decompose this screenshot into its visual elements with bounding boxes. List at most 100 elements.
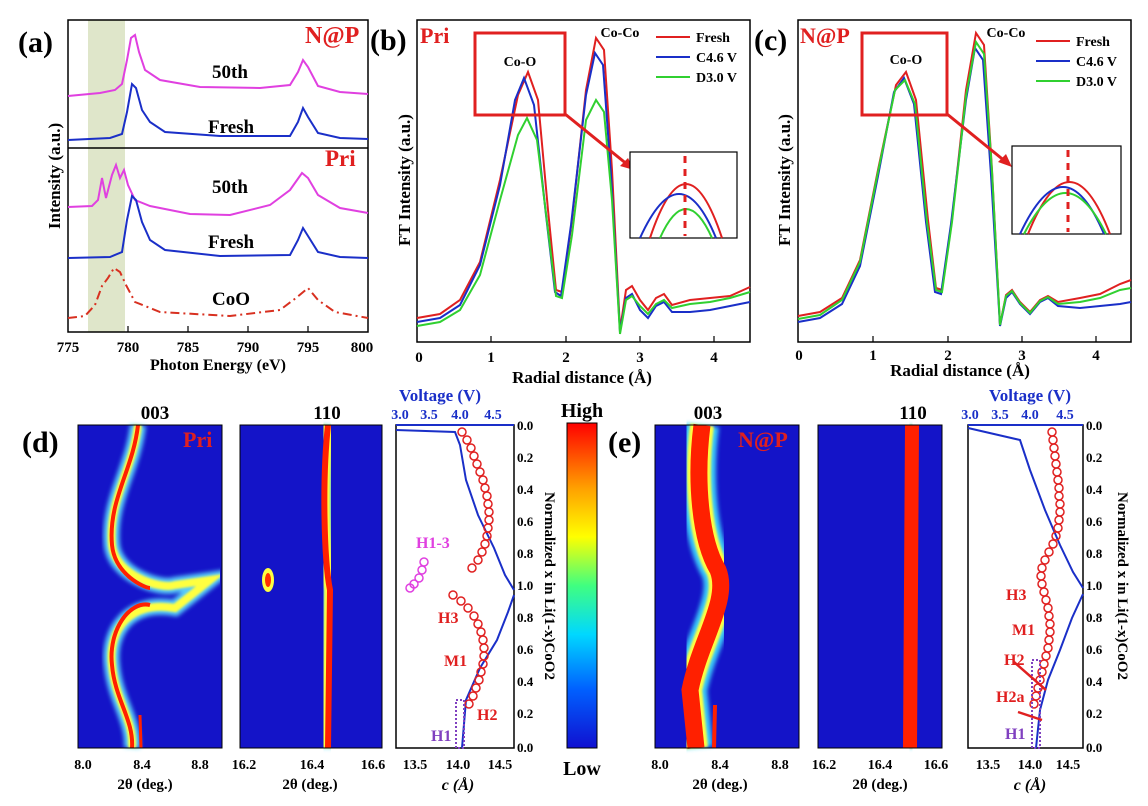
panel-c-tag: N@P bbox=[800, 23, 850, 48]
panel-d-x003-tick: 8.0 bbox=[74, 758, 92, 773]
panel-e-right-axis-label: Normalized x in Li(1-x)CoO2 bbox=[1114, 492, 1130, 680]
panel-a-curve-pri-fresh bbox=[67, 193, 369, 259]
panel-c-coo-label: Co-O bbox=[890, 53, 923, 68]
panel-d-x2theta-003: 2θ (deg.) bbox=[117, 777, 172, 793]
panel-b-x-ticks: 0 1 2 3 4 bbox=[415, 350, 718, 366]
panel-e-x003-tick: 8.4 bbox=[711, 758, 729, 773]
panel-a-xtick: 780 bbox=[117, 340, 140, 356]
panel-a-label-coo: CoO bbox=[212, 289, 250, 310]
panel-e-x003-tick: 8.0 bbox=[651, 758, 669, 773]
panel-d-phase-m1: M1 bbox=[444, 653, 467, 670]
panel-e-header-003: 003 bbox=[694, 403, 723, 424]
panel-e-phase-h1: H1 bbox=[1005, 726, 1025, 743]
panel-a-label-np: N@P bbox=[305, 23, 359, 49]
panel-c-frame bbox=[797, 19, 1132, 343]
panel-e-x2theta-003: 2θ (deg.) bbox=[692, 777, 747, 793]
panel-c-curve-d30 bbox=[797, 39, 1132, 326]
panel-e-phase-h3: H3 bbox=[1006, 587, 1026, 604]
panel-d-ctick: 14.5 bbox=[488, 758, 513, 773]
panel-e-xtick-r: 0.2 bbox=[1086, 450, 1102, 465]
panel-e-tag: N@P bbox=[738, 427, 788, 452]
panel-a-label-pri: Pri bbox=[325, 146, 356, 171]
panel-e-x2theta-110: 2θ (deg.) bbox=[852, 777, 907, 793]
colorbar-gradient bbox=[566, 422, 598, 749]
panel-c-legend-d30: D3.0 V bbox=[1076, 75, 1117, 90]
panel-e-letter: (e) bbox=[608, 426, 641, 459]
panel-b-curve-c46 bbox=[416, 50, 751, 333]
panel-b-tag: Pri bbox=[420, 23, 449, 48]
panel-d-vtick: 4.0 bbox=[451, 408, 469, 423]
panel-a-xtick: 800 bbox=[351, 340, 374, 356]
panel-a-x-ticks: 775 780 785 790 795 800 bbox=[57, 340, 374, 356]
panel-b-inset bbox=[629, 151, 738, 239]
panel-d-xtick-r: 0.0 bbox=[517, 740, 533, 755]
panel-e-heatmap-110 bbox=[817, 424, 943, 749]
panel-b-curve-d30 bbox=[416, 98, 751, 335]
panel-a-label-fresh-np: Fresh bbox=[208, 117, 255, 138]
panel-b-coo-label: Co-O bbox=[504, 55, 537, 70]
panel-d-right-axis-label: Normalized x in Li(1-x)CoO2 bbox=[541, 492, 557, 680]
panel-c-legend-fresh: Fresh bbox=[1076, 35, 1110, 50]
panel-d-vtick: 3.5 bbox=[420, 408, 438, 423]
panel-d-vtick: 3.0 bbox=[391, 408, 409, 423]
panel-e-vtick: 3.5 bbox=[991, 408, 1009, 423]
panel-b-zoom-arrow bbox=[564, 112, 629, 167]
panel-e-xtick-r: 1.0 bbox=[1086, 578, 1102, 593]
panel-d-vtick: 4.5 bbox=[484, 408, 502, 423]
panel-a-letter: (a) bbox=[18, 26, 53, 59]
panel-b: (b) Pri Co-O Co-Co Fresh C4.6 V D3.0 V 0… bbox=[370, 19, 751, 387]
panel-c-xtick: 0 bbox=[795, 348, 803, 364]
colorbar: High Low bbox=[561, 400, 603, 780]
panel-a-xtick: 795 bbox=[297, 340, 320, 356]
panel-d-header-110: 110 bbox=[313, 403, 340, 424]
panel-c-xtick: 2 bbox=[944, 348, 952, 364]
panel-a-xtick: 785 bbox=[177, 340, 200, 356]
panel-e-ctick: 13.5 bbox=[976, 758, 1001, 773]
panel-a-xlabel: Photon Energy (eV) bbox=[150, 357, 286, 374]
panel-d-voltage-label: Voltage (V) bbox=[399, 386, 481, 405]
panel-d-header-003: 003 bbox=[141, 403, 170, 424]
panel-d-ctick: 14.0 bbox=[446, 758, 471, 773]
panel-c-xtick: 4 bbox=[1092, 348, 1100, 364]
panel-d-phase-h1: H1 bbox=[431, 728, 451, 745]
panel-e-xtick-r: 0.8 bbox=[1086, 610, 1103, 625]
panel-d-xtick-r: 0.4 bbox=[517, 482, 534, 497]
panel-d-xtick-r: 0.6 bbox=[517, 514, 534, 529]
panel-a-label-50th-np: 50th bbox=[212, 62, 248, 83]
colorbar-low: Low bbox=[563, 758, 601, 780]
panel-c-zoom-box bbox=[860, 31, 949, 117]
panel-d-lattice-plot: H1-3 H3 M1 H2 H1 bbox=[395, 424, 515, 749]
panel-c-xtick: 1 bbox=[869, 348, 877, 364]
panel-d-x110-tick: 16.6 bbox=[361, 758, 386, 773]
panel-c-legend: Fresh C4.6 V D3.0 V bbox=[1036, 35, 1117, 90]
panel-a: (a) N@P Pri 50th Fresh 50th Fresh CoO 77… bbox=[18, 19, 374, 374]
panel-d: (d) 003 110 Pri 8.0 8.4 8.8 1 bbox=[22, 386, 557, 794]
panel-e-vtick: 4.5 bbox=[1056, 408, 1074, 423]
panel-e-x110-tick: 16.4 bbox=[868, 758, 893, 773]
panel-b-legend-c46: C4.6 V bbox=[696, 51, 737, 66]
panel-b-frame bbox=[416, 19, 751, 343]
panel-d-x2theta-110: 2θ (deg.) bbox=[282, 777, 337, 793]
panel-e-heatmap-003: N@P bbox=[654, 422, 800, 750]
panel-e-xtick-r: 0.0 bbox=[1086, 418, 1102, 433]
panel-a-curve-np-fresh bbox=[67, 81, 369, 141]
panel-e-x110-tick: 16.2 bbox=[812, 758, 837, 773]
panel-b-xtick: 0 bbox=[415, 350, 423, 366]
panel-c-zoom-arrowhead bbox=[998, 154, 1012, 167]
panel-c-legend-c46: C4.6 V bbox=[1076, 55, 1117, 70]
colorbar-high: High bbox=[561, 400, 603, 422]
panel-c-inset bbox=[1011, 145, 1122, 235]
panel-c-ylabel: FT Intensity (a.u.) bbox=[775, 114, 794, 246]
panel-c-xlabel: Radial distance (Å) bbox=[890, 361, 1030, 380]
panel-d-xtick-r: 0.8 bbox=[517, 546, 534, 561]
panel-a-curve-np-50th bbox=[67, 33, 369, 97]
panel-d-heatmap-110 bbox=[239, 423, 383, 749]
panel-e-phase-h2a: H2a bbox=[996, 689, 1024, 706]
panel-d-letter: (d) bbox=[22, 426, 59, 459]
panel-e-c-label: c (Å) bbox=[1014, 776, 1046, 794]
panel-b-legend-d30: D3.0 V bbox=[696, 71, 737, 86]
panel-d-x003-tick: 8.8 bbox=[191, 758, 209, 773]
panel-e-x003-tick: 8.8 bbox=[771, 758, 789, 773]
panel-c-x-ticks: 0 1 2 3 4 bbox=[795, 348, 1100, 364]
